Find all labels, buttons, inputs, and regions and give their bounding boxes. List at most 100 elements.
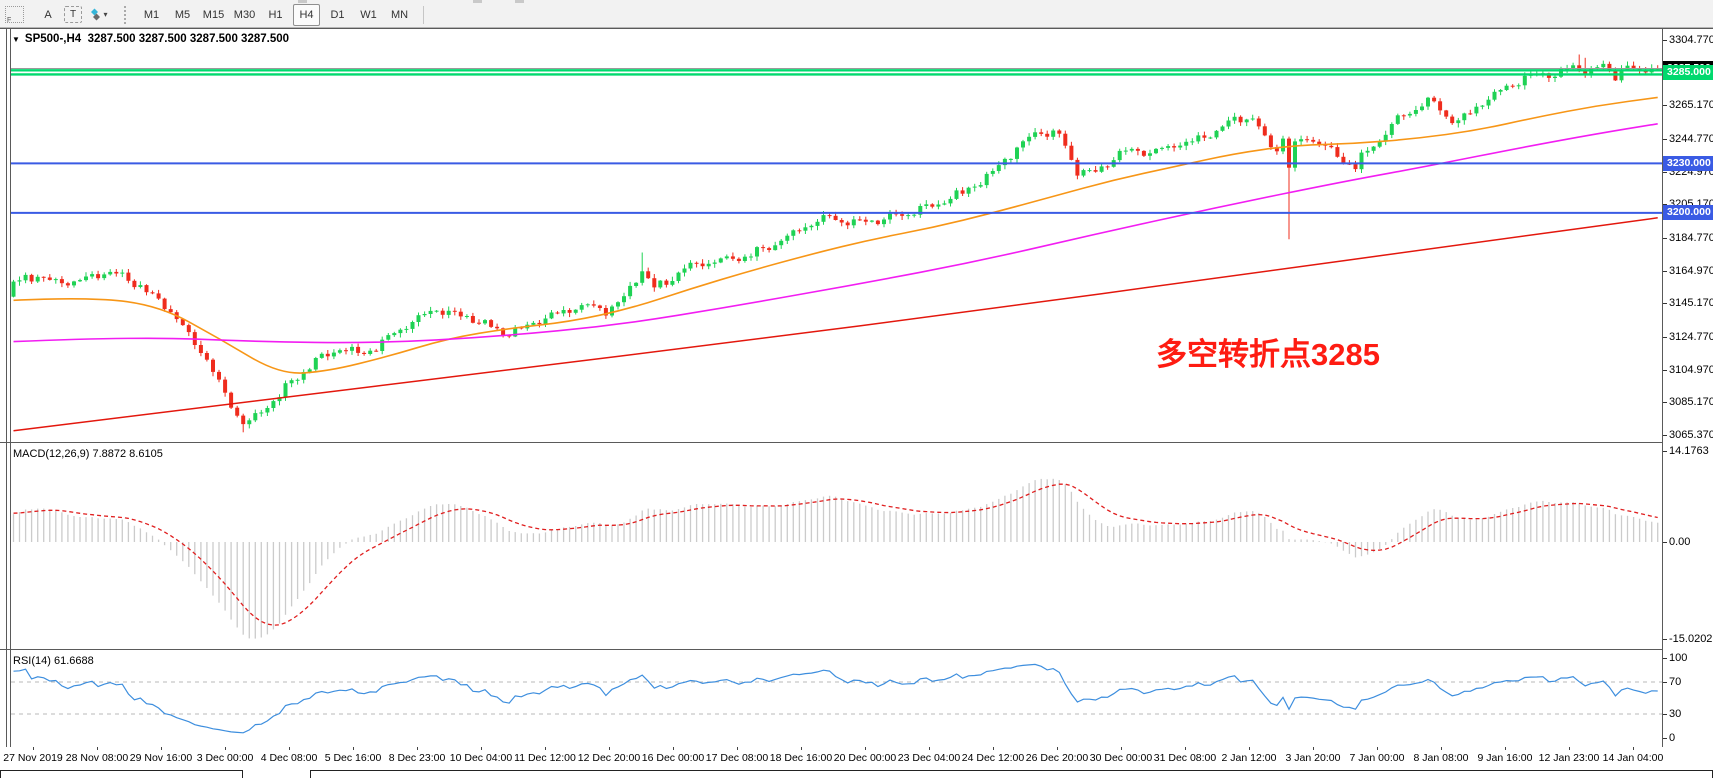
- time-tick: [865, 747, 866, 750]
- price-badge-3285.000: 3285.000: [1663, 65, 1713, 80]
- collapse-triangle-icon[interactable]: ▼: [12, 34, 20, 44]
- axis-tick: [1663, 238, 1667, 239]
- time-tick: [1377, 747, 1378, 750]
- timeframe-button-m15[interactable]: M15: [202, 8, 225, 21]
- price-axis[interactable]: 3304.770 3265.170 3244.770 3224.970 3205.170…: [1662, 0, 1713, 770]
- axis-tick: [1663, 172, 1667, 173]
- time-tick: [161, 747, 162, 750]
- price-badge-3200.000: 3200.000: [1663, 205, 1713, 220]
- rsi-plot: [11, 663, 1662, 734]
- rsi-tick-label: 30: [1669, 708, 1682, 720]
- time-tick: [801, 747, 802, 750]
- macd-tick-label: -15.0202: [1669, 633, 1713, 645]
- bottom-panel-right[interactable]: [310, 770, 1713, 778]
- price-tick-label: 3104.970: [1669, 364, 1713, 376]
- time-tick-label: 17 Dec 08:00: [705, 752, 769, 764]
- time-tick: [673, 747, 674, 750]
- timeframe-group: M1 M5 M15 M30 H1 H4 D1 W1 MN: [136, 3, 415, 26]
- timeframe-button-h1[interactable]: H1: [268, 8, 283, 21]
- time-tick: [737, 747, 738, 750]
- rsi-label: RSI(14) 61.6688: [13, 655, 94, 667]
- axis-tick: [1663, 682, 1667, 683]
- draw-arrows-tool-button[interactable]: ▾: [86, 4, 110, 26]
- time-tick: [1505, 747, 1506, 750]
- price-tick-label: 3184.770: [1669, 232, 1713, 244]
- cropped-toolbar-mark: [515, 0, 524, 3]
- ma-slow-red: [13, 217, 1658, 432]
- time-tick: [1313, 747, 1314, 750]
- rsi-tick-label: 70: [1669, 676, 1682, 688]
- rsi-separator[interactable]: [0, 649, 1662, 650]
- time-tick: [225, 747, 226, 750]
- time-tick: [1441, 747, 1442, 750]
- bottom-panel-left[interactable]: [0, 770, 243, 778]
- price-axis-border: [1662, 28, 1663, 747]
- time-tick: [1633, 747, 1634, 750]
- time-tick-label: 20 Dec 00:00: [833, 752, 897, 764]
- toolbar-grip-dots[interactable]: [124, 5, 128, 24]
- time-tick-label: 7 Jan 00:00: [1349, 752, 1405, 764]
- time-tick-label: 14 Jan 04:00: [1602, 752, 1664, 764]
- main-toolbar: F A T ▾ M1 M5 M15 M30 H1 H4 D1 W1 MN: [0, 0, 1713, 28]
- macd-indicator-canvas[interactable]: [11, 443, 1662, 649]
- axis-tick: [1663, 542, 1667, 543]
- window-left-border: [6, 28, 7, 770]
- candles-and-lines: [11, 54, 1662, 433]
- time-tick-label: 11 Dec 12:00: [514, 752, 576, 764]
- price-tick-label: 3145.170: [1669, 297, 1713, 309]
- price-tick-label: 3265.170: [1669, 99, 1713, 111]
- time-tick-label: 5 Dec 16:00: [324, 752, 382, 764]
- time-axis[interactable]: 27 Nov 2019 28 Nov 08:00 29 Nov 16:00 3 Dec…: [0, 747, 1713, 770]
- time-tick-label: 28 Nov 08:00: [65, 752, 129, 764]
- text-tool-button[interactable]: T: [64, 6, 82, 23]
- time-tick-label: 16 Dec 00:00: [641, 752, 705, 764]
- timeframe-button-mn[interactable]: MN: [390, 8, 409, 21]
- rsi-indicator-canvas[interactable]: [11, 650, 1662, 747]
- timeframe-button-d1[interactable]: D1: [330, 8, 345, 21]
- timeframe-button-m1[interactable]: M1: [143, 8, 160, 21]
- cursor-tool-button[interactable]: A: [44, 8, 52, 21]
- time-tick-label: 18 Dec 16:00: [769, 752, 833, 764]
- rsi-tick-label: 100: [1669, 652, 1688, 664]
- toolbar-grip-icon[interactable]: F: [5, 6, 24, 24]
- time-tick: [289, 747, 290, 750]
- time-tick: [481, 747, 482, 750]
- arrows-icon: [91, 8, 101, 21]
- ma-fast-orange: [13, 96, 1658, 374]
- timeframe-button-w1[interactable]: W1: [360, 8, 377, 21]
- price-chart-canvas[interactable]: [11, 28, 1662, 442]
- time-tick-label: 4 Dec 08:00: [260, 752, 318, 764]
- macd-separator[interactable]: [0, 442, 1662, 443]
- time-tick-label: 3 Dec 00:00: [196, 752, 254, 764]
- price-tick-label: 3124.770: [1669, 331, 1713, 343]
- price-tick-label: 3065.370: [1669, 429, 1713, 441]
- time-tick-label: 9 Jan 16:00: [1477, 752, 1533, 764]
- cropped-toolbar-mark: [298, 0, 307, 3]
- time-tick: [1057, 747, 1058, 750]
- time-tick: [545, 747, 546, 750]
- axis-tick: [1663, 139, 1667, 140]
- time-tick: [993, 747, 994, 750]
- price-tick-label: 3244.770: [1669, 133, 1713, 145]
- price-tick-label: 3304.770: [1669, 34, 1713, 46]
- ma-mid-magenta: [13, 123, 1658, 344]
- macd-label: MACD(12,26,9) 7.8872 8.6105: [13, 448, 163, 460]
- bottom-strip: [0, 770, 1713, 778]
- time-tick-label: 30 Dec 00:00: [1089, 752, 1153, 764]
- axis-tick: [1663, 105, 1667, 106]
- axis-tick: [1663, 271, 1667, 272]
- price-annotation-text: 多空转折点3285: [1156, 337, 1380, 372]
- time-tick: [1249, 747, 1250, 750]
- timeframe-button-m5[interactable]: M5: [174, 8, 191, 21]
- axis-tick: [1663, 40, 1667, 41]
- time-tick-label: 2 Jan 12:00: [1221, 752, 1277, 764]
- chart-title-text: SP500-,H4 3287.500 3287.500 3287.500 328…: [24, 33, 290, 45]
- grip-label: F: [7, 17, 12, 24]
- time-tick-label: 23 Dec 04:00: [897, 752, 961, 764]
- timeframe-button-m30[interactable]: M30: [233, 8, 256, 21]
- axis-tick: [1663, 204, 1667, 205]
- timeframe-button-h4[interactable]: H4: [293, 3, 320, 26]
- price-tick-label: 3164.970: [1669, 265, 1713, 277]
- time-tick-label: 10 Dec 04:00: [449, 752, 513, 764]
